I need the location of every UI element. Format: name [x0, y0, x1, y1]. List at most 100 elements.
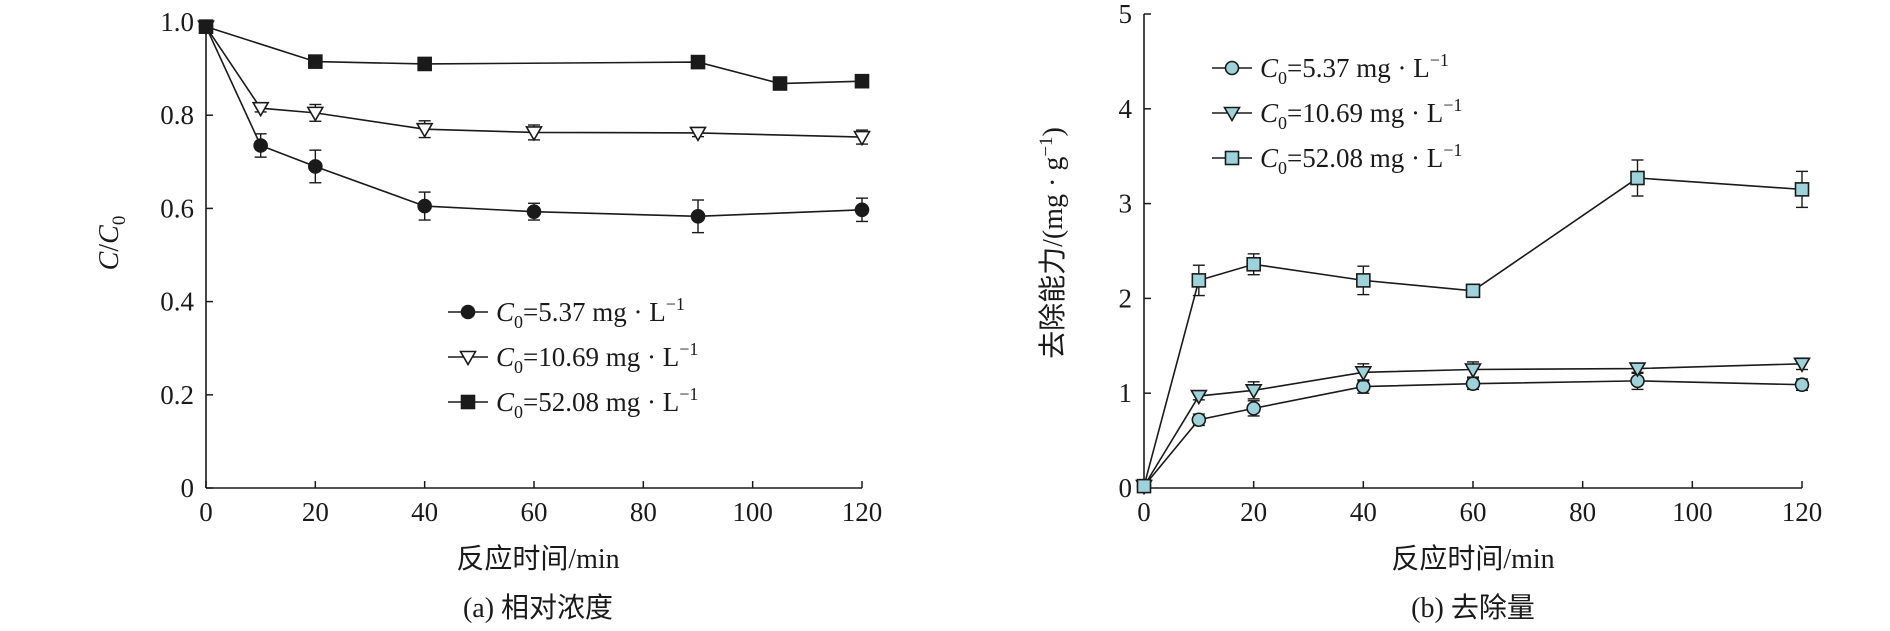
series-1: [198, 19, 870, 234]
data-point: [1628, 362, 1647, 378]
legend-label: C0=10.69 mg · L−1: [1260, 95, 1462, 133]
legend-item-3: C0=52.08 mg · L−1: [448, 384, 698, 422]
x-tick-label: 120: [842, 497, 883, 527]
panel-a-relative-concentration: 0 20 40 60 80 100 120 0 0.2 0.4 0.6 0.8 1.0 C0=5.37 …: [94, 7, 882, 624]
x-tick-label: 60: [521, 497, 548, 527]
y-tick-label: 1.0: [160, 7, 194, 37]
series-3: [198, 19, 870, 91]
panel-b-series: [1135, 159, 1811, 496]
x-tick-label: 100: [1672, 497, 1713, 527]
data-point: [198, 19, 214, 34]
panel-b-xlabel: 反应时间/min: [1391, 543, 1554, 575]
y-tick-label: 0: [181, 473, 195, 503]
legend-label: C0=10.69 mg · L−1: [496, 339, 698, 377]
legend-label: C0=52.08 mg · L−1: [496, 384, 698, 422]
panel-a-ylabel: C/C0: [94, 216, 130, 271]
y-tick-label: 1: [1119, 378, 1133, 408]
legend-marker: [1224, 60, 1240, 76]
x-tick-label: 20: [302, 497, 329, 527]
data-point: [854, 202, 870, 218]
y-tick-label: 0: [1119, 473, 1133, 503]
data-point: [690, 209, 706, 224]
series-2: [1135, 357, 1811, 496]
x-tick-label: 40: [411, 497, 438, 527]
x-tick-label: 40: [1350, 497, 1377, 527]
legend-label: C0=52.08 mg · L−1: [1260, 140, 1462, 178]
y-tick-label: 5: [1119, 0, 1133, 29]
x-tick-label: 120: [1782, 497, 1823, 527]
panel-b-tick-labels: 0 20 40 60 80 100 120 0 1 2 3 4 5: [1119, 0, 1823, 527]
panel-b-caption: (b) 去除量: [1411, 592, 1535, 624]
x-tick-label: 80: [630, 497, 657, 527]
data-point: [1191, 273, 1207, 288]
x-tick-label: 100: [732, 497, 773, 527]
data-point: [253, 138, 268, 153]
legend-item-1: C0=5.37 mg · L−1: [448, 294, 685, 332]
legend-label: C0=5.37 mg · L−1: [1260, 50, 1449, 88]
data-point: [1246, 401, 1261, 416]
data-point: [417, 198, 432, 214]
series-1: [1136, 371, 1810, 494]
data-point: [689, 126, 707, 143]
data-point: [1246, 256, 1261, 272]
data-point: [854, 73, 870, 89]
data-point: [772, 76, 788, 91]
data-point: [1630, 170, 1645, 186]
data-point: [1244, 384, 1263, 400]
data-point: [1794, 182, 1810, 197]
y-tick-label: 4: [1119, 94, 1133, 124]
series-line: [205, 25, 863, 85]
data-point: [306, 106, 325, 122]
data-point: [251, 101, 270, 118]
legend-label: C0=5.37 mg · L−1: [496, 294, 685, 332]
series-line: [205, 26, 863, 138]
data-point: [525, 126, 543, 142]
data-point: [1189, 389, 1208, 406]
series-2: [197, 20, 871, 147]
x-tick-label: 0: [199, 497, 213, 527]
x-tick-label: 80: [1569, 497, 1596, 527]
data-point: [1191, 412, 1207, 428]
data-point: [1354, 366, 1373, 382]
panel-b-axes: [1143, 13, 1803, 489]
x-tick-label: 0: [1137, 497, 1151, 527]
panel-a-xlabel: 反应时间/min: [456, 543, 619, 575]
x-tick-label: 20: [1240, 497, 1267, 527]
panel-a-caption: (a) 相对浓度: [463, 592, 613, 624]
data-point: [1794, 377, 1810, 392]
series-line: [1143, 177, 1803, 487]
legend-marker: [460, 394, 476, 410]
legend-marker: [459, 350, 477, 367]
legend-marker: [1223, 106, 1241, 123]
legend-item-1: C0=5.37 mg · L−1: [1212, 50, 1449, 88]
series-line: [205, 26, 863, 218]
data-point: [417, 56, 432, 72]
panel-a-axes: [205, 21, 863, 489]
data-point: [308, 159, 323, 174]
series-line: [1143, 380, 1803, 487]
data-point: [1464, 363, 1482, 379]
y-tick-label: 0.2: [160, 380, 194, 410]
series-3: [1136, 159, 1810, 494]
legend-item-3: C0=52.08 mg · L−1: [1212, 140, 1462, 178]
x-tick-label: 60: [1460, 497, 1487, 527]
data-point: [308, 54, 323, 69]
panel-b-ylabel: 去除能力/(mg · g−1): [1036, 127, 1069, 359]
legend-item-2: C0=10.69 mg · L−1: [448, 339, 698, 377]
y-tick-label: 3: [1119, 189, 1133, 219]
y-tick-label: 0.8: [160, 100, 194, 130]
panel-a-series: [197, 19, 871, 234]
data-point: [526, 204, 542, 219]
panel-b-legend: C0=5.37 mg · L−1 C0=10.69 mg · L−1 C0=52.0…: [1212, 50, 1462, 178]
data-point: [1136, 478, 1152, 494]
data-point: [415, 122, 434, 139]
data-point: [1465, 283, 1481, 299]
y-tick-label: 0.6: [160, 193, 194, 223]
y-tick-label: 2: [1119, 283, 1133, 313]
data-point: [1465, 376, 1481, 392]
y-tick-label: 0.4: [160, 287, 194, 317]
data-point: [1793, 357, 1811, 373]
